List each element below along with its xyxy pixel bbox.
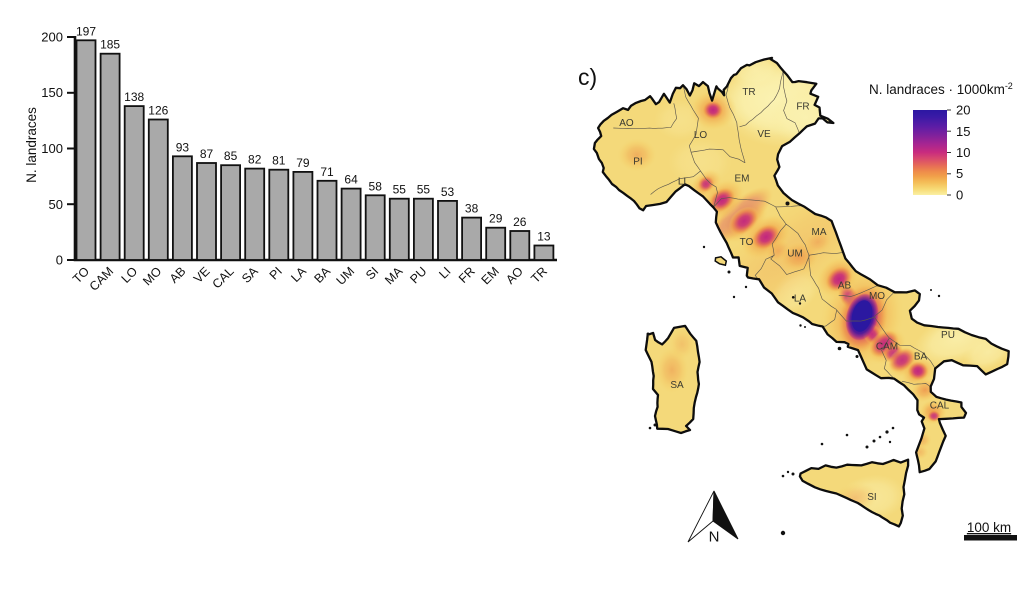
svg-text:PU: PU [941, 330, 955, 341]
svg-text:MO: MO [869, 291, 885, 302]
svg-text:55: 55 [393, 183, 407, 197]
svg-text:29: 29 [489, 212, 503, 226]
svg-text:13: 13 [537, 230, 551, 244]
svg-text:5: 5 [956, 166, 963, 181]
svg-text:TO: TO [740, 237, 754, 248]
svg-text:LI: LI [678, 177, 686, 188]
svg-text:93: 93 [176, 140, 190, 154]
svg-text:126: 126 [148, 104, 168, 118]
svg-text:CAM: CAM [876, 342, 898, 353]
svg-text:FR: FR [796, 102, 809, 113]
svg-text:LO: LO [694, 130, 708, 141]
svg-text:87: 87 [200, 147, 214, 161]
svg-text:185: 185 [100, 38, 120, 52]
svg-text:VE: VE [757, 129, 771, 140]
svg-text:138: 138 [124, 90, 144, 104]
svg-text:20: 20 [956, 103, 970, 118]
svg-text:100: 100 [41, 141, 63, 156]
svg-text:85: 85 [224, 149, 238, 163]
svg-text:AB: AB [838, 281, 852, 292]
svg-text:197: 197 [76, 24, 96, 38]
svg-text:N. landraces: N. landraces [24, 107, 39, 183]
svg-text:UM: UM [787, 249, 803, 260]
svg-text:81: 81 [272, 154, 286, 168]
svg-text:64: 64 [344, 173, 358, 187]
svg-text:PI: PI [633, 157, 642, 168]
svg-text:58: 58 [369, 179, 383, 193]
svg-text:71: 71 [320, 165, 334, 179]
svg-text:MA: MA [812, 227, 827, 238]
svg-text:26: 26 [513, 215, 527, 229]
svg-text:38: 38 [465, 202, 479, 216]
svg-text:EM: EM [735, 174, 750, 185]
svg-text:AO: AO [619, 118, 634, 129]
svg-text:82: 82 [248, 153, 262, 167]
svg-text:50: 50 [49, 197, 63, 212]
svg-text:100 km: 100 km [967, 520, 1011, 535]
svg-text:0: 0 [956, 188, 963, 203]
svg-text:N: N [709, 529, 720, 546]
svg-text:15: 15 [956, 124, 970, 139]
svg-text:SI: SI [867, 492, 876, 503]
svg-text:53: 53 [441, 185, 455, 199]
svg-text:c): c) [578, 64, 597, 90]
svg-text:N. landraces · 1000km-2: N. landraces · 1000km-2 [869, 81, 1013, 97]
svg-text:200: 200 [41, 30, 63, 45]
svg-text:TR: TR [742, 87, 755, 98]
svg-text:CAL: CAL [930, 401, 950, 412]
svg-text:SA: SA [670, 380, 684, 391]
svg-text:79: 79 [296, 156, 310, 170]
svg-text:0: 0 [56, 253, 63, 268]
svg-text:10: 10 [956, 145, 970, 160]
svg-text:LA: LA [794, 294, 807, 305]
svg-text:BA: BA [914, 352, 928, 363]
svg-text:150: 150 [41, 85, 63, 100]
svg-text:55: 55 [417, 183, 431, 197]
